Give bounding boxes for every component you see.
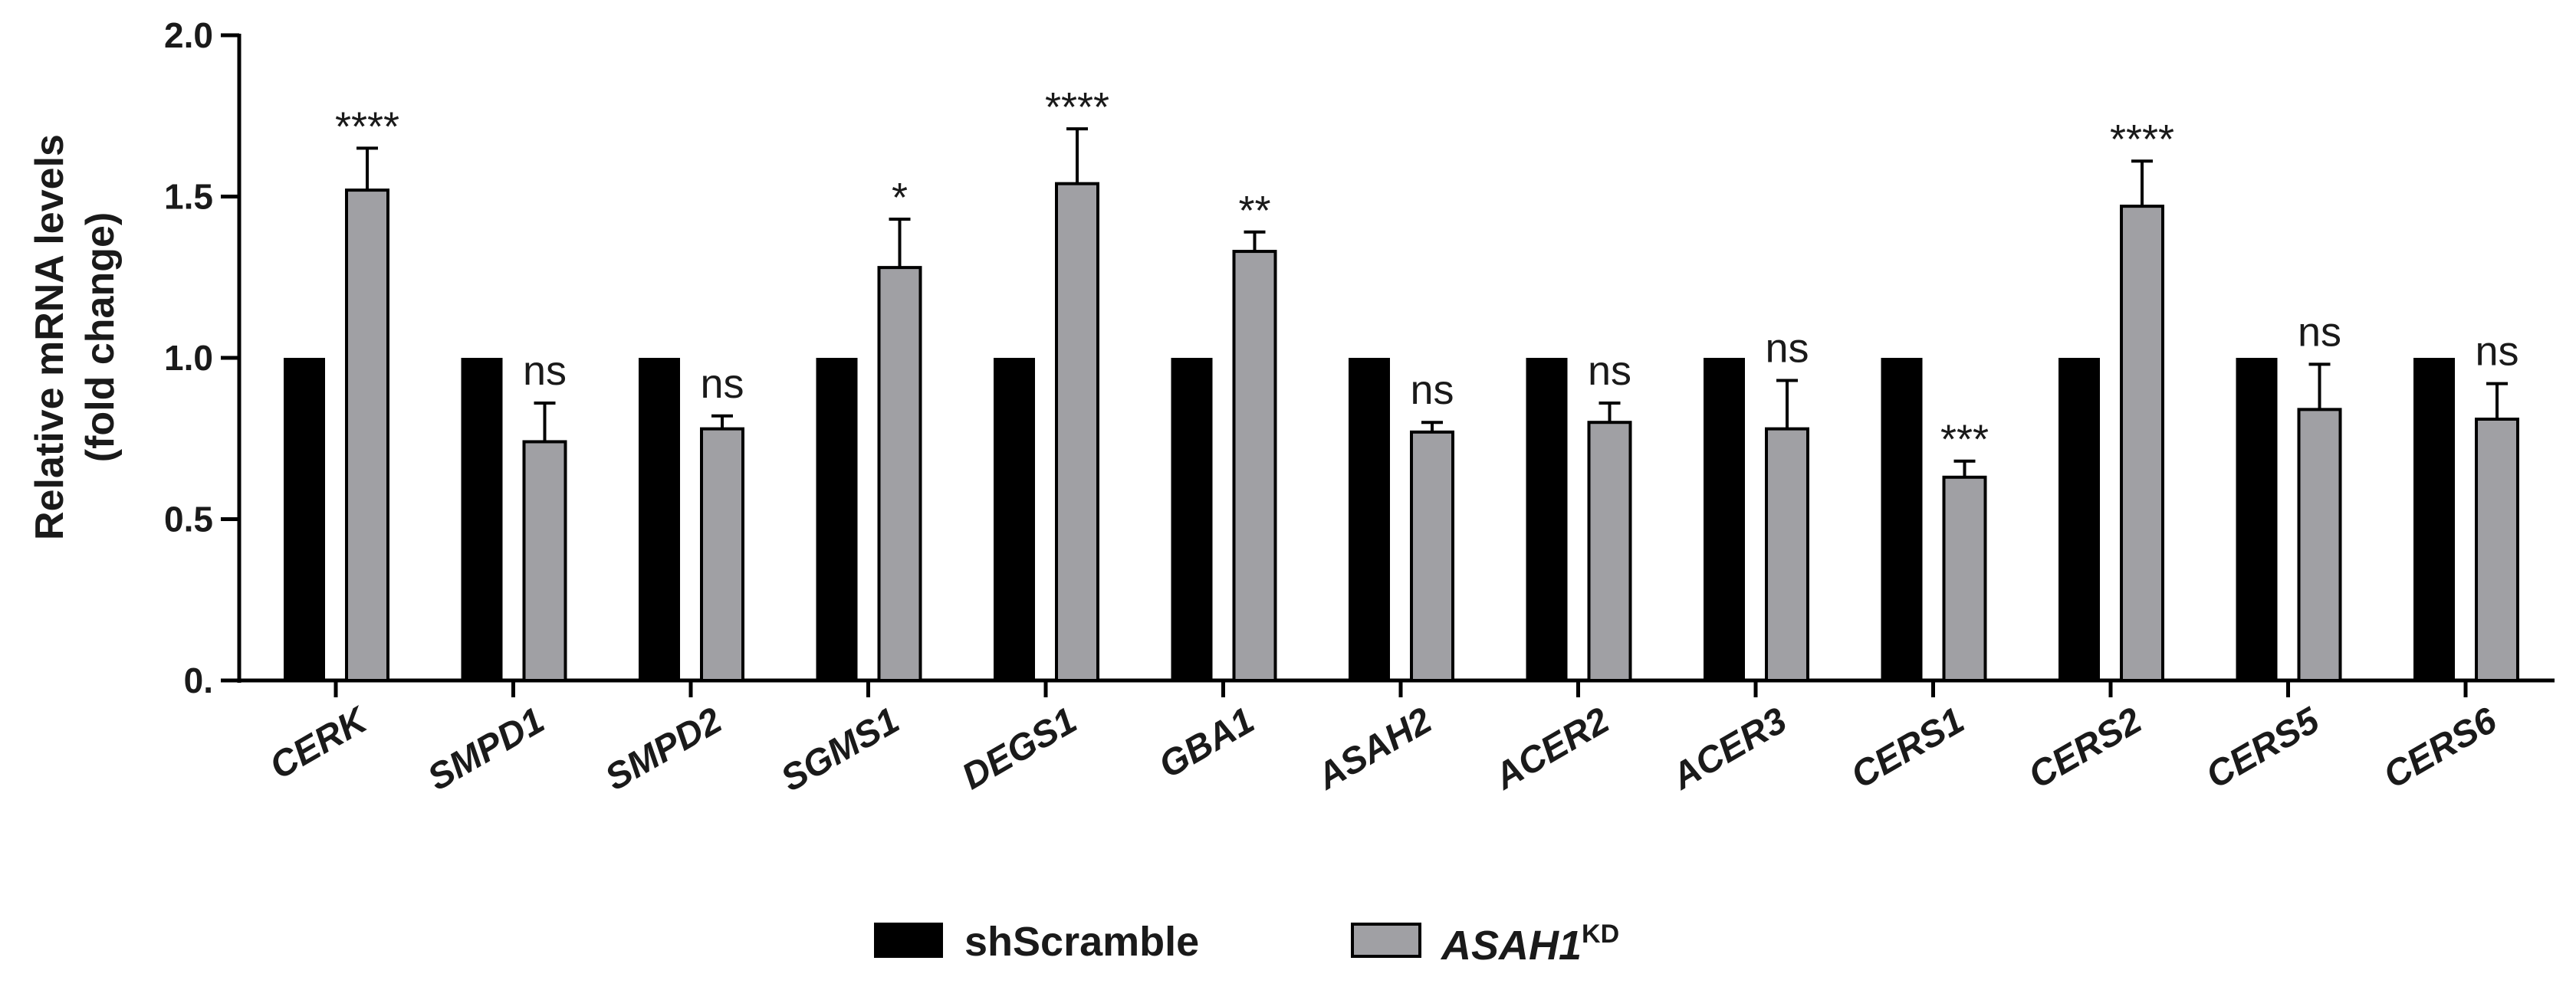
bar-shscramble: [2058, 358, 2100, 680]
category-label: GBA1: [1152, 700, 1261, 787]
bar-asah1kd: [345, 189, 389, 682]
bar-shscramble: [816, 358, 858, 680]
category-labels: CERK SMPD1 SMPD2 SGMS1 DEGS1 GBA1 ASAH2 ACER2 AC…: [263, 699, 2504, 800]
bar-shscramble: [2413, 358, 2455, 680]
significance-labels: ****ns ns*******ns ns ns*******ns ns: [335, 84, 2519, 463]
bar-shscramble: [461, 358, 503, 680]
category-label: CERK: [263, 699, 376, 788]
bar-asah1kd: [2297, 408, 2342, 682]
significance-label: *: [892, 175, 908, 221]
category-label: CERS5: [2200, 700, 2327, 797]
y-tick-label: 1.5: [164, 177, 213, 217]
bar-shscramble: [1349, 358, 1390, 680]
y-axis: 0. 0.5 1.0 1.5 2.0: [164, 15, 242, 700]
legend-label-asah1kd: ASAH1KD: [1440, 920, 1619, 969]
category-label: SMPD1: [421, 700, 551, 799]
legend-swatch-shscramble: [874, 923, 943, 958]
category-label: ASAH2: [1309, 700, 1439, 798]
bar-shscramble: [1526, 358, 1568, 680]
significance-label: **: [1238, 188, 1270, 234]
bars: [284, 127, 2519, 683]
y-tick-label: 2.0: [164, 15, 213, 55]
bar-asah1kd: [2475, 417, 2519, 682]
significance-label: ns: [1588, 348, 1631, 394]
significance-label: ****: [335, 103, 399, 149]
bar-asah1kd: [1765, 427, 1809, 682]
y-tick-label: 0.5: [164, 500, 213, 539]
y-tick-label: 0.: [184, 661, 213, 700]
significance-label: ns: [2298, 309, 2341, 355]
legend-swatch-asah1kd: [1351, 923, 1421, 958]
bar-shscramble: [639, 358, 680, 680]
significance-label: ****: [2110, 116, 2174, 162]
category-label: CERS6: [2377, 700, 2503, 796]
x-axis: [238, 678, 2555, 697]
significance-label: ns: [523, 348, 567, 394]
bar-asah1kd: [2120, 205, 2164, 682]
bar-asah1kd: [700, 427, 744, 682]
bar-shscramble: [1881, 358, 1923, 680]
y-tick-label: 1.0: [164, 338, 213, 378]
significance-label: ns: [1765, 325, 1809, 371]
category-label: DEGS1: [955, 700, 1083, 798]
bar-shscramble: [994, 358, 1035, 680]
significance-label: ***: [1940, 417, 1989, 463]
significance-label: ns: [2475, 329, 2518, 375]
legend-label-shscramble: shScramble: [964, 919, 1199, 965]
category-label: CERS1: [1845, 700, 1971, 797]
category-label: SMPD2: [599, 700, 729, 798]
bar-asah1kd: [1942, 475, 1987, 683]
bar-shscramble: [284, 358, 325, 680]
bar-asah1kd: [1055, 182, 1099, 683]
significance-label: ****: [1045, 84, 1109, 130]
category-label: ACER3: [1664, 700, 1794, 798]
bar-shscramble: [1704, 358, 1745, 680]
bar-asah1kd: [1410, 430, 1454, 683]
bar-shscramble: [1171, 358, 1213, 680]
significance-label: ns: [1410, 367, 1454, 413]
bar-asah1kd: [1232, 250, 1277, 682]
significance-label: ns: [700, 361, 744, 407]
legend: shScramble ASAH1KD: [874, 919, 1619, 969]
category-label: SGMS1: [774, 700, 906, 800]
y-axis-label-line1: Relative mRNA levels: [28, 134, 72, 540]
y-axis-label-line2: (fold change): [78, 212, 123, 462]
bar-asah1kd: [877, 266, 922, 682]
bar-asah1kd: [1587, 421, 1632, 682]
category-label: ACER2: [1487, 700, 1617, 798]
bar-asah1kd: [522, 440, 567, 683]
bar-shscramble: [2236, 358, 2278, 680]
category-label: CERS2: [2022, 700, 2148, 796]
